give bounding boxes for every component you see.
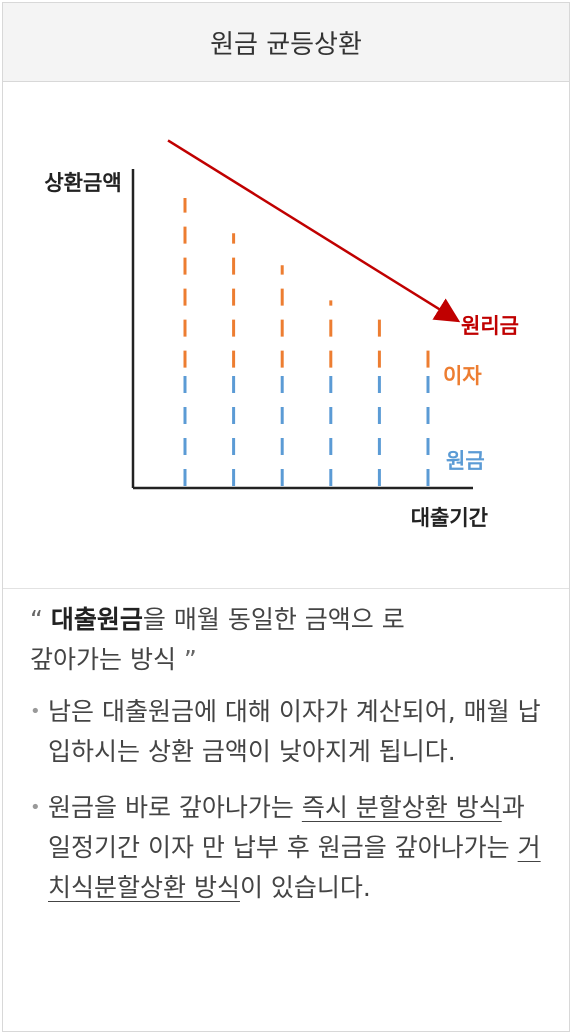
quote-text-1: 을 매월 동일한 금액으 로 (142, 605, 405, 634)
page-title: 원금 균등상환 (3, 3, 569, 82)
chart-svg: 상환금액 대출기간 원리금 이자 원금 (44, 139, 519, 530)
legend-label-interest: 이자 (443, 364, 482, 388)
underlined-term-immediate: 즉시 분할상환 방식 (301, 793, 502, 822)
bullet-item: • 원금을 바로 갚아나가는 즉시 분할상환 방식과 일정기간 이자 만 납부 … (30, 788, 550, 908)
page-title-text: 원금 균등상환 (210, 29, 362, 60)
bullet-text-part: 원금을 바로 갚아나가는 (48, 793, 302, 822)
description: “ 대출원금을 매월 동일한 금액으 로 갚아가는 방식 ” • 남은 대출원금… (30, 600, 550, 924)
x-axis-label: 대출기간 (411, 506, 488, 530)
bullet-text-part: 과 일정기간 이자 만 납부 후 원금을 갚아나가는 (48, 793, 525, 862)
bullet-item: • 남은 대출원금에 대해 이자가 계산되어, 매월 납입하시는 상환 금액이 … (30, 692, 550, 772)
summary-quote: “ 대출원금을 매월 동일한 금액으 로 갚아가는 방식 ” (30, 600, 550, 680)
quote-text-2: 갚아가는 방식 (30, 645, 176, 674)
bar-marks (183, 198, 430, 486)
repayment-chart: 상환금액 대출기간 원리금 이자 원금 (3, 82, 569, 589)
bullet-dot: • (30, 701, 41, 722)
open-quote: “ (30, 605, 43, 634)
bullet-dot: • (30, 797, 41, 818)
quote-keyword: 대출원금 (50, 605, 143, 634)
bullet-text: 남은 대출원금에 대해 이자가 계산되어, 매월 납입하시는 상환 금액이 낮아… (48, 697, 541, 766)
trend-arrow (167, 139, 461, 323)
bullet-text-part: 이 있습니다. (239, 873, 371, 902)
close-quote: ” (183, 645, 197, 674)
legend-label-principal: 원금 (446, 449, 485, 473)
underlined-term-deferred: 거치식분할상환 방식 (48, 833, 541, 902)
y-axis-label: 상환금액 (44, 171, 121, 195)
legend-label-trend: 원리금 (461, 314, 519, 338)
